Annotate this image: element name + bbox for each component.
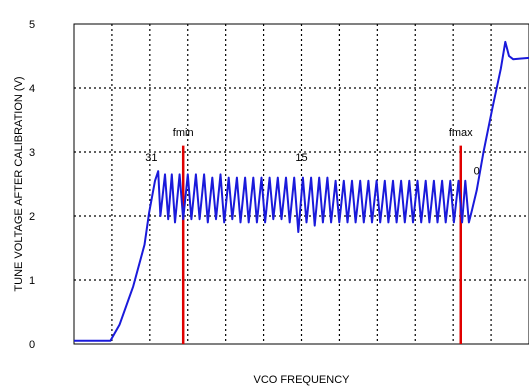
- y-tick-label: 5: [29, 19, 35, 31]
- annotations: 31 15 0: [145, 152, 480, 177]
- y-tick-labels: 0 1 2 3 4 5: [29, 19, 35, 351]
- annotation-label: 0: [474, 165, 480, 177]
- plot-frame: [73, 23, 529, 345]
- y-tick-label: 1: [29, 275, 35, 287]
- marker-label-fmin: fmin: [173, 127, 194, 139]
- grid-lines: [74, 24, 529, 344]
- annotation-label: 31: [145, 152, 157, 164]
- y-tick-label: 2: [29, 211, 35, 223]
- y-tick-label: 3: [29, 147, 35, 159]
- annotation-label: 15: [295, 152, 307, 164]
- frequency-markers: fmin fmax: [173, 127, 473, 344]
- y-tick-label: 4: [29, 83, 35, 95]
- y-tick-label: 0: [29, 339, 35, 351]
- marker-label-fmax: fmax: [449, 127, 473, 139]
- x-axis-label: VCO FREQUENCY: [254, 374, 351, 386]
- y-axis-label: TUNE VOLTAGE AFTER CALIBRATION (V): [13, 76, 25, 291]
- tune-voltage-line: [74, 40, 529, 342]
